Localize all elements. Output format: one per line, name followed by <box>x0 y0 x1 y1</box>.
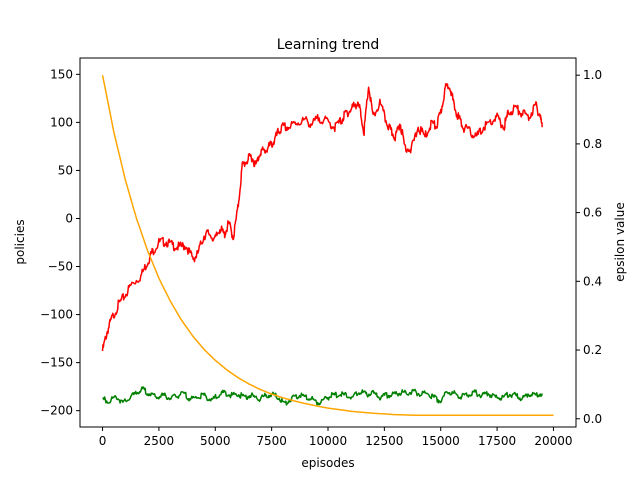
y2-tick-label: 0.0 <box>583 412 602 426</box>
series-layer <box>101 75 554 417</box>
x-tick-label: 15000 <box>422 434 460 448</box>
y-tick-label: 0 <box>65 211 73 225</box>
y-tick-label: −150 <box>40 356 73 370</box>
plot-frame <box>79 57 577 428</box>
y-axis-title: policies <box>13 219 27 264</box>
series-line-1 <box>101 83 543 352</box>
x-tick-label: 10000 <box>309 434 347 448</box>
x-tick-label: 0 <box>99 434 107 448</box>
x-axis-title: episodes <box>301 456 354 470</box>
y2-tick-label: 0.4 <box>583 274 602 288</box>
x-tick-label: 7500 <box>256 434 287 448</box>
y-tick-label: −200 <box>40 404 73 418</box>
y2-tick-label: 0.2 <box>583 343 602 357</box>
y-tick-label: 150 <box>50 67 73 81</box>
y2-tick-label: 1.0 <box>583 68 602 82</box>
x-tick-label: 17500 <box>478 434 516 448</box>
y2-tick-label: 0.8 <box>583 137 602 151</box>
x-tick-label: 2500 <box>144 434 175 448</box>
series-line-3 <box>101 75 554 417</box>
series-line-2 <box>102 386 543 406</box>
y2-tick-label: 0.6 <box>583 206 602 220</box>
x-tick-label: 5000 <box>200 434 231 448</box>
y-tick-label: −100 <box>40 308 73 322</box>
chart-title: Learning trend <box>277 37 380 53</box>
y-tick-label: 100 <box>50 115 73 129</box>
y2-axis-title: epsilon value <box>613 202 627 281</box>
x-tick-label: 20000 <box>534 434 572 448</box>
y-tick-label: 50 <box>58 163 73 177</box>
x-tick-label: 12500 <box>365 434 403 448</box>
y-tick-label: −50 <box>48 260 73 274</box>
axes-layer: 0 2500 5000 7500 10000 12500 15000 17500 20000 −2… <box>40 57 602 448</box>
